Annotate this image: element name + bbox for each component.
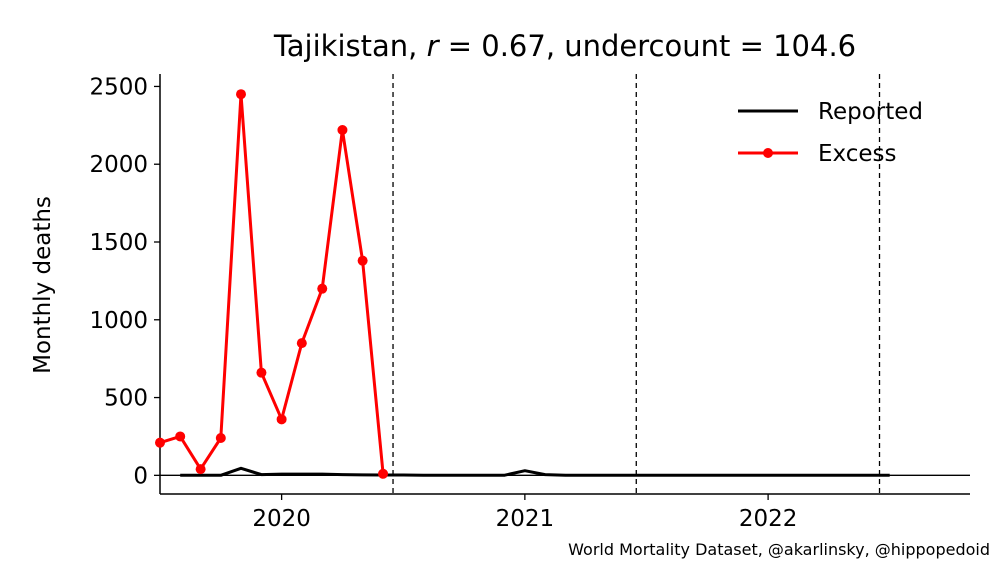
point-excess-10 — [357, 255, 368, 266]
point-excess-5 — [256, 367, 267, 378]
point-excess-2 — [195, 464, 206, 475]
title-country: Tajikistan, — [273, 29, 427, 63]
y-tick-label-3: 1500 — [89, 230, 148, 256]
axes — [159, 74, 970, 495]
point-excess-0 — [155, 437, 165, 448]
point-excess-3 — [215, 433, 226, 443]
title-stats: = 0.67, undercount = 104.6 — [439, 29, 857, 63]
y-tick-label-1: 500 — [104, 386, 148, 412]
point-excess-6 — [276, 414, 287, 425]
chart-title: Tajikistan, r = 0.67, undercount = 104.6 — [273, 29, 856, 63]
credit-text: World Mortality Dataset, @akarlinsky, @h… — [568, 540, 990, 559]
point-excess-4 — [236, 89, 246, 100]
x-tick-label-1: 2021 — [496, 506, 555, 532]
point-excess-7 — [296, 338, 307, 349]
legend: Reported Excess — [738, 99, 923, 167]
x-tick-label-0: 2020 — [252, 506, 311, 532]
x-tick-label-2: 2022 — [739, 506, 798, 532]
y-axis-label: Monthly deaths — [30, 196, 56, 374]
point-excess-1 — [175, 431, 186, 442]
series-layer — [155, 89, 890, 479]
vertical-reference-lines — [392, 74, 881, 494]
title-r-symbol: r — [427, 29, 441, 63]
legend-reported-label: Reported — [818, 99, 923, 125]
y-tick-label-5: 2500 — [89, 74, 148, 100]
legend-excess-marker — [763, 148, 773, 158]
point-excess-9 — [337, 125, 348, 135]
point-excess-8 — [317, 283, 328, 294]
point-excess-11 — [378, 468, 389, 479]
y-tick-label-4: 2000 — [89, 152, 148, 178]
y-tick-label-0: 0 — [133, 463, 148, 489]
legend-excess-label: Excess — [818, 141, 897, 167]
series-line-excess — [159, 92, 385, 474]
series-line-reported — [180, 466, 890, 477]
tick-labels: 0 500 1000 1500 2000 2500 2020 2021 2022 — [89, 74, 797, 532]
y-tick-label-2: 1000 — [89, 308, 148, 334]
